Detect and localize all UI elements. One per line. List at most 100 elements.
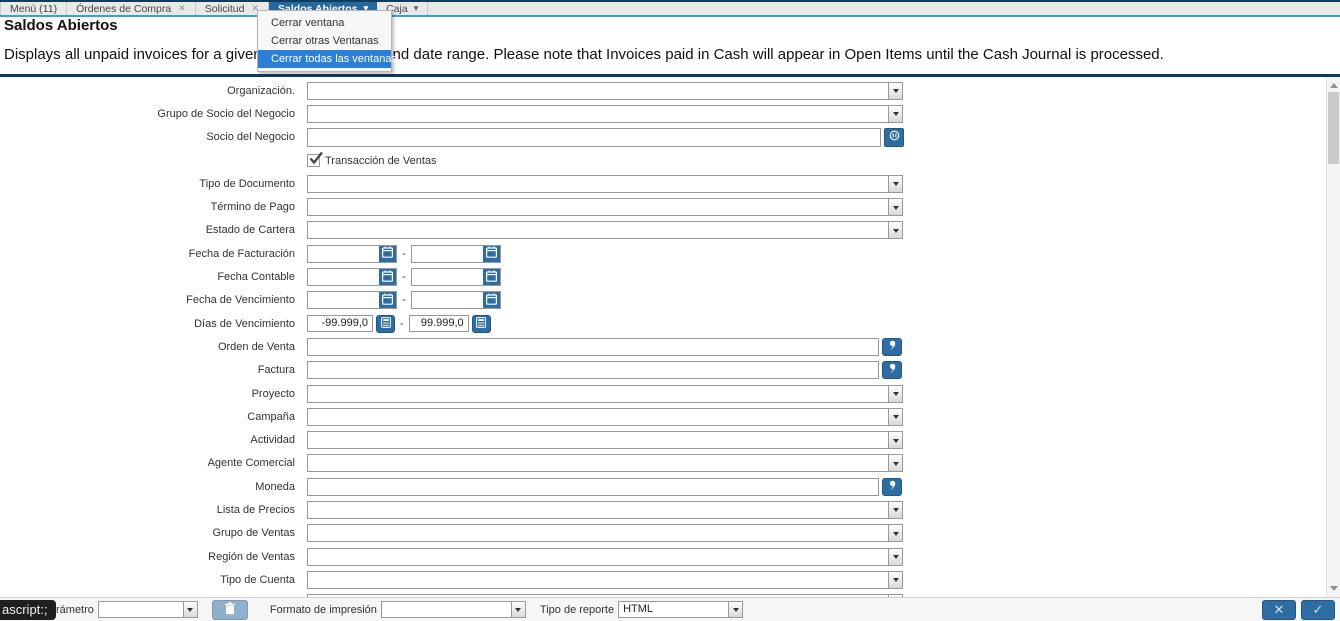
window-description: Displays all unpaid invoices for a given… [4,46,1164,63]
print-format-combobox[interactable] [380,601,526,618]
field-control-agente-comercial [307,454,903,473]
close-icon[interactable]: ✕ [251,3,260,13]
dropdown-arrow-icon[interactable] [888,432,902,449]
scrollbar-thumb[interactable] [1328,92,1339,164]
fecha-facturacion-from-input[interactable] [307,244,397,263]
fecha-vencimiento-from-calendar-button[interactable] [379,292,396,309]
fecha-facturacion-to-calendar-button[interactable] [482,245,500,262]
dropdown-arrow-icon[interactable] [888,455,902,472]
field-control-socio-negocio [307,127,904,147]
dropdown-arrow-icon[interactable] [888,105,902,122]
fecha-contable-to-calendar-button[interactable] [482,269,500,286]
grupo-ventas-combobox[interactable] [307,524,903,543]
factura-search-button[interactable] [882,361,902,380]
socio-negocio-input[interactable] [307,127,881,147]
dropdown-arrow-icon[interactable] [888,385,902,402]
field-control-partial-row [307,594,903,597]
parameter-combobox[interactable] [97,601,198,618]
form-row-moneda: Moneda [0,475,1326,498]
dropdown-arrow-icon[interactable] [182,602,197,617]
scroll-up-icon[interactable] [1327,78,1340,92]
transaccion-ventas-checkbox[interactable] [307,151,323,168]
fecha-vencimiento-to-calendar-button[interactable] [482,292,500,309]
proyecto-combobox[interactable] [307,384,903,403]
dropdown-arrow-icon[interactable] [728,602,743,617]
dropdown-arrow-icon[interactable] [888,548,902,565]
menu-item-cerrar-ventana[interactable]: Cerrar ventana [271,17,345,29]
chevron-down-icon[interactable]: ▾ [413,3,419,13]
dias-vencimiento-from-calculator-button[interactable] [376,314,395,333]
fecha-vencimiento-from-input[interactable] [307,291,397,310]
actividad-combobox[interactable] [307,431,903,450]
tipo-documento-combobox[interactable] [307,174,903,193]
tab-menu[interactable]: Menú (11) [0,2,68,15]
dropdown-arrow-icon[interactable] [888,408,902,425]
factura-input[interactable] [307,361,879,380]
partial-row-combobox[interactable] [307,594,903,597]
field-control-moneda [307,477,902,496]
fecha-contable-to-input[interactable] [410,268,501,287]
tab-ordenes-compra[interactable]: Órdenes de Compra ✕ [67,2,196,15]
dropdown-arrow-icon[interactable] [888,222,902,239]
field-label-fecha-contable: Fecha Contable [217,271,295,284]
dias-vencimiento-from-input[interactable]: -99.999,0 [307,315,373,333]
vertical-scrollbar[interactable] [1326,77,1340,597]
field-label-moneda: Moneda [255,480,295,493]
orden-venta-search-button[interactable] [882,337,902,356]
form-row-proyecto: Proyecto [0,382,1326,405]
moneda-search-button[interactable] [882,477,902,496]
dropdown-arrow-icon[interactable] [888,571,902,588]
moneda-input[interactable] [307,477,879,496]
lista-precios-combobox[interactable] [307,500,903,519]
close-icon[interactable]: ✕ [178,3,186,13]
calendar-icon [382,246,394,261]
field-label-fecha-facturacion: Fecha de Facturación [188,247,295,260]
estado-cartera-combobox[interactable] [307,221,903,240]
menu-item-cerrar-otras-ventanas[interactable]: Cerrar otras Ventanas [271,35,379,47]
dias-vencimiento-to-input[interactable]: 99.999,0 [408,315,469,333]
parameter-form-panel: Organización. Grupo de Socio del Negocio S… [0,77,1340,597]
termino-pago-combobox[interactable] [307,198,903,217]
report-type-combobox[interactable]: HTML [618,601,744,618]
fecha-facturacion-to-input[interactable] [410,244,501,263]
fecha-contable-from-input[interactable] [307,268,397,287]
field-label-termino-pago: Término de Pago [210,201,295,214]
dropdown-arrow-icon[interactable] [888,595,902,597]
dias-vencimiento-to-calculator-button[interactable] [471,314,491,333]
field-label-proyecto: Proyecto [251,387,295,400]
ok-button[interactable]: ✓ [1301,599,1335,620]
field-control-campana [307,407,903,426]
calendar-icon [485,270,497,285]
menu-item-cerrar-todas-las-ventanas[interactable]: Cerrar todas las ventanas [258,50,397,68]
fecha-contable-from-calendar-button[interactable] [379,269,396,286]
form-row-lista-precios: Lista de Precios [0,498,1326,521]
field-label-factura: Factura [257,364,295,377]
field-control-grupo-socio-negocio [307,104,903,123]
dropdown-arrow-icon[interactable] [888,199,902,216]
fecha-facturacion-from-calendar-button[interactable] [379,245,396,262]
form-row-partial-row [0,592,1326,597]
agente-comercial-combobox[interactable] [307,454,903,473]
delete-parameter-button[interactable] [211,599,248,620]
dropdown-arrow-icon[interactable] [510,602,525,617]
dropdown-arrow-icon[interactable] [888,82,902,99]
region-ventas-combobox[interactable] [307,547,903,566]
dropdown-arrow-icon[interactable] [888,525,902,542]
organizacion-combobox[interactable] [307,81,903,100]
cancel-button[interactable]: ✕ [1262,599,1296,620]
tab-solicitud[interactable]: Solicitud ✕ [196,2,270,15]
orden-venta-input[interactable] [307,337,879,356]
calendar-icon [382,270,394,285]
dropdown-arrow-icon[interactable] [888,501,902,518]
campana-combobox[interactable] [307,407,903,426]
fecha-vencimiento-to-input[interactable] [410,291,501,310]
tipo-cuenta-combobox[interactable] [307,570,903,589]
form-row-orden-venta: Orden de Venta [0,335,1326,358]
grupo-socio-negocio-combobox[interactable] [307,104,903,123]
record-search-icon [888,480,897,494]
socio-negocio-search-button[interactable] [884,127,904,147]
dropdown-arrow-icon[interactable] [888,175,902,192]
chevron-down-icon[interactable]: ▾ [363,3,369,13]
scroll-down-icon[interactable] [1327,582,1340,596]
transaccion-ventas-checkbox-wrap: Transacción de Ventas [307,151,437,168]
